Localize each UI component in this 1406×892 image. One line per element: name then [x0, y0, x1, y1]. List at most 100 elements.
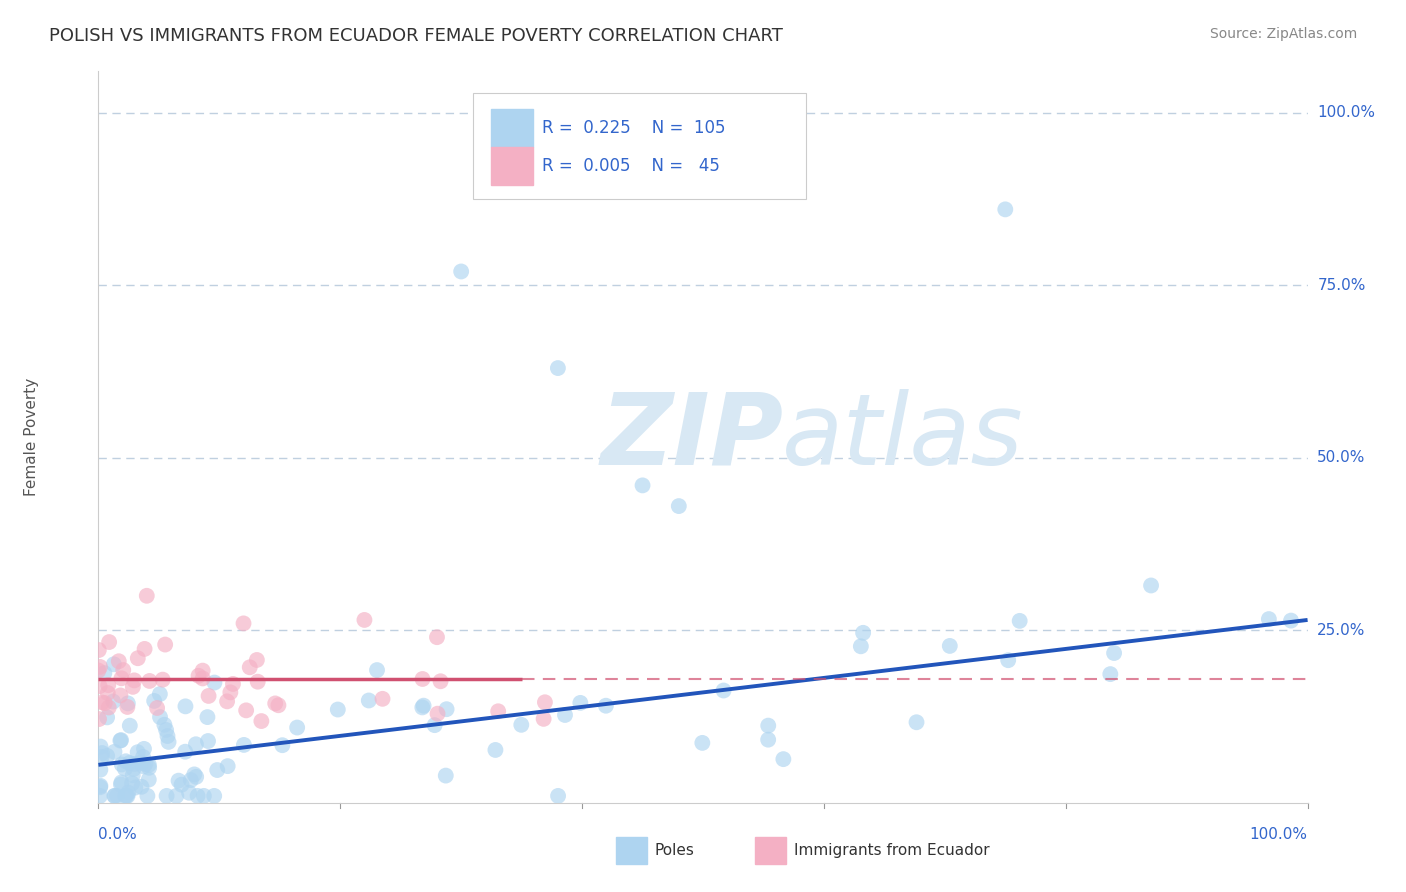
Point	[436, 702, 458, 716]
Point	[423, 718, 446, 732]
Text: 50.0%: 50.0%	[1317, 450, 1365, 466]
Point	[93, 666, 115, 681]
Point	[180, 773, 202, 788]
Text: 0.0%: 0.0%	[98, 827, 138, 842]
Point	[157, 735, 180, 749]
Text: R =  0.225    N =  105: R = 0.225 N = 105	[543, 119, 725, 136]
Point	[184, 737, 207, 751]
Point	[132, 742, 155, 756]
Point	[849, 640, 872, 654]
Point	[121, 776, 143, 790]
Point	[146, 701, 169, 715]
Point	[371, 691, 394, 706]
Point	[510, 718, 533, 732]
Point	[285, 721, 308, 735]
Point	[96, 710, 118, 724]
Point	[114, 762, 136, 776]
Point	[713, 683, 735, 698]
Point	[547, 361, 569, 376]
Point	[89, 779, 111, 793]
Point	[117, 700, 139, 714]
Point	[138, 772, 160, 787]
Point	[121, 768, 143, 782]
Point	[271, 738, 294, 752]
Point	[91, 746, 114, 760]
Point	[89, 739, 111, 754]
Point	[1257, 612, 1279, 626]
Point	[994, 202, 1017, 217]
Text: 100.0%: 100.0%	[1317, 105, 1375, 120]
Point	[554, 708, 576, 723]
Text: 25.0%: 25.0%	[1317, 623, 1365, 638]
Point	[366, 663, 388, 677]
Point	[222, 677, 245, 691]
Point	[104, 789, 127, 803]
Point	[1008, 614, 1031, 628]
Point	[217, 694, 239, 708]
Point	[939, 639, 962, 653]
Point	[204, 675, 226, 690]
Point	[631, 478, 654, 492]
Point	[138, 673, 160, 688]
Point	[197, 734, 219, 748]
Point	[1102, 646, 1125, 660]
Point	[411, 700, 433, 714]
Point	[569, 696, 592, 710]
Point	[167, 773, 190, 788]
Point	[124, 756, 146, 771]
Point	[235, 703, 257, 717]
Point	[127, 651, 149, 665]
Point	[197, 689, 219, 703]
Point	[534, 695, 557, 709]
Point	[434, 768, 457, 782]
Text: Poles: Poles	[655, 843, 695, 858]
Point	[103, 657, 125, 672]
Point	[136, 789, 159, 803]
FancyBboxPatch shape	[492, 109, 533, 146]
Point	[187, 789, 209, 803]
Point	[486, 704, 509, 718]
Point	[177, 786, 200, 800]
Point	[110, 775, 132, 789]
Point	[129, 756, 152, 770]
Text: atlas: atlas	[782, 389, 1024, 485]
Point	[165, 789, 187, 803]
Point	[89, 679, 111, 693]
Point	[103, 789, 125, 803]
Point	[138, 761, 160, 775]
FancyBboxPatch shape	[616, 838, 647, 863]
Point	[668, 499, 690, 513]
FancyBboxPatch shape	[474, 94, 806, 200]
Point	[87, 712, 110, 726]
Point	[450, 264, 472, 278]
Point	[246, 653, 269, 667]
Point	[118, 756, 141, 770]
Point	[110, 671, 132, 685]
Point	[174, 745, 197, 759]
Point	[207, 763, 229, 777]
Point	[547, 789, 569, 803]
Text: Immigrants from Ecuador: Immigrants from Ecuador	[793, 843, 990, 858]
Point	[149, 710, 172, 724]
Point	[124, 673, 146, 688]
Text: POLISH VS IMMIGRANTS FROM ECUADOR FEMALE POVERTY CORRELATION CHART: POLISH VS IMMIGRANTS FROM ECUADOR FEMALE…	[49, 27, 783, 45]
Point	[186, 770, 208, 784]
Point	[412, 672, 434, 686]
Point	[264, 697, 287, 711]
Point	[772, 752, 794, 766]
Point	[117, 697, 139, 711]
Point	[232, 738, 254, 752]
Point	[1279, 614, 1302, 628]
Point	[138, 757, 160, 772]
Point	[267, 698, 290, 713]
Point	[197, 710, 219, 724]
Point	[156, 729, 179, 743]
Point	[426, 706, 449, 721]
Point	[122, 762, 145, 776]
Point	[595, 698, 617, 713]
Point	[87, 643, 110, 657]
Point	[219, 685, 242, 699]
Point	[1099, 667, 1122, 681]
Point	[114, 789, 136, 803]
Point	[111, 757, 134, 772]
